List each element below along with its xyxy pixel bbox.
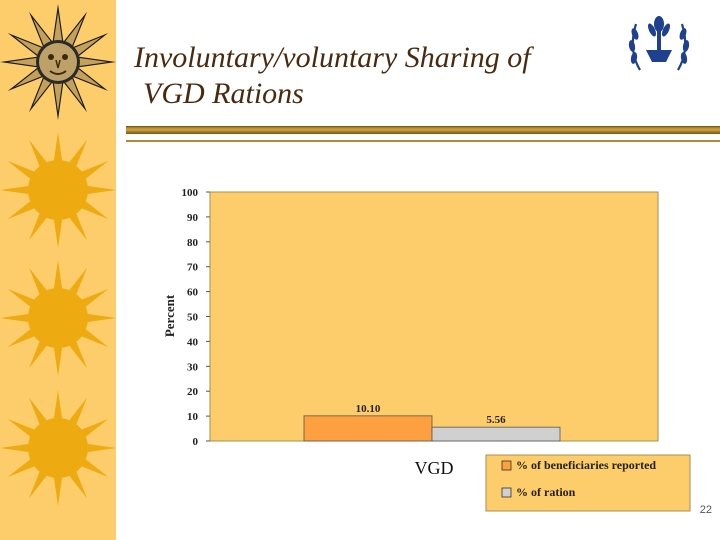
y-tick-label: 90 [187,212,199,224]
bar-data-label: 5.56 [486,414,506,426]
wfp-emblem-icon [626,14,692,81]
slide-title-line-2: VGD Rations [143,77,304,110]
title-divider [126,126,720,134]
page-number: 22 [699,504,712,516]
bar-ration [431,426,561,442]
y-tick-label: 60 [187,287,199,299]
legend-swatch [501,487,512,498]
y-tick-label: 80 [187,237,199,249]
y-tick-label: 50 [187,312,199,324]
legend-box [485,454,691,512]
y-axis: 0 10 20 30 40 50 60 70 80 90 100 [182,187,210,448]
y-tick-label: 0 [193,436,199,448]
legend-label: % of ration [516,485,576,499]
slide-title-line-1: Involuntary/voluntary Sharing of [134,41,531,74]
legend-label: % of beneficiaries reported [516,458,656,472]
y-tick-label: 40 [187,336,199,348]
y-tick-label: 10 [187,411,199,423]
y-tick-label: 100 [182,187,199,199]
decorative-sidebar [0,0,116,540]
bars: 10.10 5.56 [303,403,561,442]
plot-area [209,191,659,442]
legend-swatch [501,460,512,471]
y-axis-label: Percent [162,294,177,337]
y-tick-label: 30 [187,361,199,373]
bar-data-label: 10.10 [356,403,381,415]
y-tick-label: 20 [187,386,199,398]
legend: % of beneficiaries reported % of ration [485,454,691,512]
title-divider-thin [126,140,720,142]
sun-motif-icon [0,4,116,506]
x-category-label: VGD [415,458,454,478]
y-tick-label: 70 [187,262,199,274]
bar-beneficiaries-reported [303,415,433,442]
slide-title: Involuntary/voluntary Sharing of VGD Rat… [134,40,614,112]
